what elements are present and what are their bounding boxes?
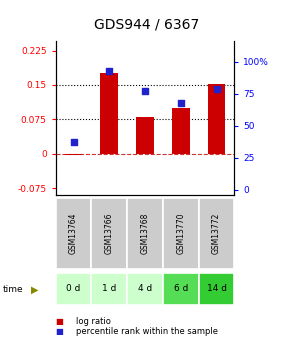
- Text: GSM13766: GSM13766: [105, 213, 114, 255]
- Text: 1 d: 1 d: [102, 284, 117, 294]
- Text: time: time: [3, 285, 23, 294]
- Bar: [208, 83, 226, 154]
- Bar: [163, 198, 199, 269]
- Point: [178, 100, 183, 106]
- Text: 4 d: 4 d: [138, 284, 152, 294]
- Bar: [56, 198, 91, 269]
- Text: GDS944 / 6367: GDS944 / 6367: [94, 17, 199, 31]
- Text: ■: ■: [56, 317, 64, 326]
- Bar: [100, 73, 118, 154]
- Bar: [163, 273, 199, 305]
- Point: [71, 140, 76, 145]
- Bar: [199, 198, 234, 269]
- Text: GSM13772: GSM13772: [212, 213, 221, 254]
- Text: 14 d: 14 d: [207, 284, 226, 294]
- Bar: [136, 117, 154, 154]
- Bar: [172, 108, 190, 154]
- Text: 6 d: 6 d: [173, 284, 188, 294]
- Bar: [56, 273, 91, 305]
- Text: GSM13768: GSM13768: [141, 213, 149, 254]
- Text: 0 d: 0 d: [66, 284, 81, 294]
- Text: GSM13764: GSM13764: [69, 213, 78, 255]
- Text: ▶: ▶: [31, 285, 38, 295]
- Text: percentile rank within the sample: percentile rank within the sample: [76, 327, 218, 336]
- Text: GSM13770: GSM13770: [176, 213, 185, 255]
- Bar: [199, 273, 234, 305]
- Point: [143, 89, 147, 94]
- Text: log ratio: log ratio: [76, 317, 111, 326]
- Bar: [65, 154, 83, 155]
- Bar: [127, 198, 163, 269]
- Text: ■: ■: [56, 327, 64, 336]
- Point: [107, 68, 112, 73]
- Bar: [91, 198, 127, 269]
- Bar: [91, 273, 127, 305]
- Point: [214, 86, 219, 91]
- Bar: [127, 273, 163, 305]
